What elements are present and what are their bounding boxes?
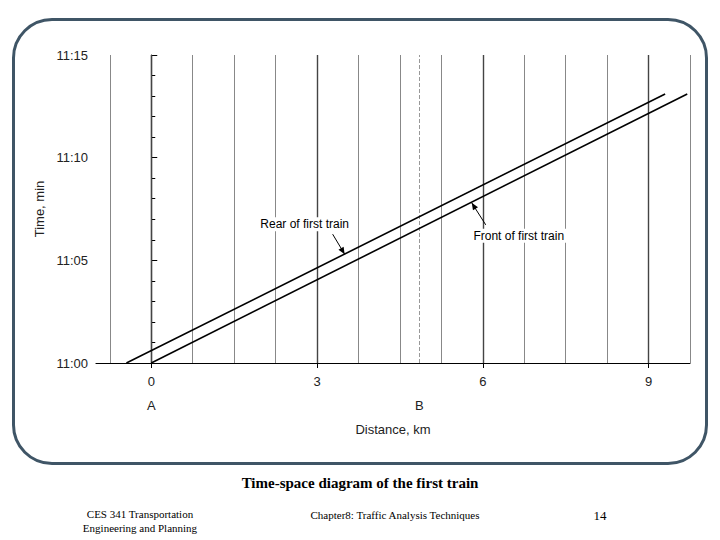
svg-text:9: 9	[645, 374, 652, 389]
svg-text:11:05: 11:05	[56, 253, 88, 268]
svg-text:B: B	[415, 398, 424, 413]
svg-text:Time, min: Time, min	[32, 181, 47, 238]
svg-text:6: 6	[479, 374, 486, 389]
svg-text:Time-space diagram of the firs: Time-space diagram of the first train	[242, 475, 479, 491]
svg-text:Front of first train: Front of first train	[473, 229, 564, 243]
svg-text:11:10: 11:10	[56, 150, 88, 165]
html-text:Chapter8: Traffic Analysis Tec: Chapter8: Traffic Analysis Techniques	[310, 509, 480, 521]
html-text:14: 14	[593, 508, 607, 523]
svg-text:A: A	[147, 398, 156, 413]
svg-text:11:00: 11:00	[56, 356, 88, 371]
svg-text:3: 3	[313, 374, 320, 389]
svg-text:11:15: 11:15	[56, 48, 88, 63]
html-text:CES 341 Transportation: CES 341 Transportation	[86, 508, 194, 520]
svg-text:Rear of first train: Rear of first train	[260, 217, 349, 231]
html-text:Engineering and Planning: Engineering and Planning	[82, 522, 198, 534]
svg-text:Distance, km: Distance, km	[355, 422, 430, 437]
svg-text:0: 0	[148, 374, 155, 389]
